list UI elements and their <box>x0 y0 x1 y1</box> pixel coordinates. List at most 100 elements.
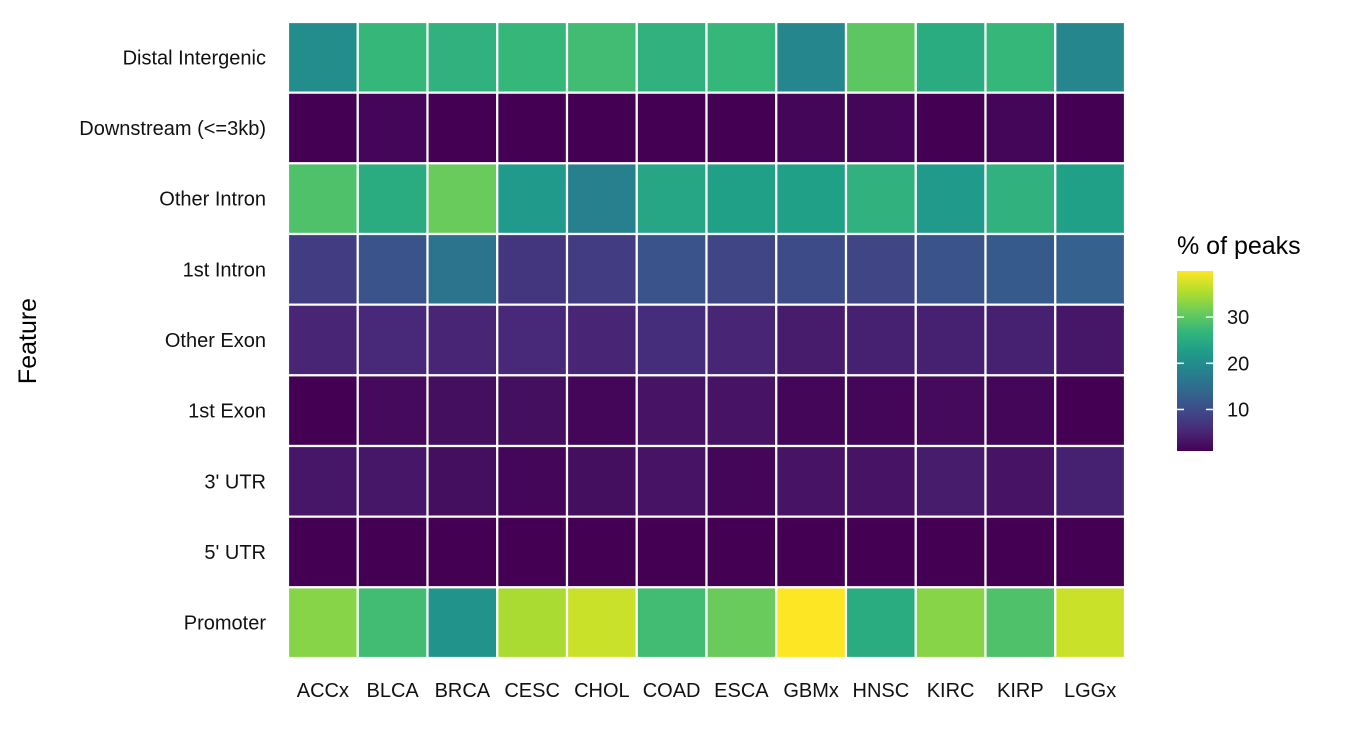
heatmap-cell <box>844 374 917 448</box>
heatmap-cell <box>426 20 499 94</box>
heatmap-cell <box>705 91 778 165</box>
x-tick-label: BRCA <box>435 680 491 702</box>
heatmap-cell <box>426 91 499 165</box>
heatmap-cell <box>984 374 1057 448</box>
heatmap-cell <box>635 444 708 518</box>
heatmap-cell <box>775 515 848 589</box>
legend-tick-label: 20 <box>1227 353 1249 375</box>
x-tick-label: COAD <box>643 680 701 702</box>
heatmap-cell <box>426 162 499 236</box>
y-tick-label: Downstream (<=3kb) <box>79 118 266 140</box>
y-axis-tick-labels: Distal Intergenic Downstream (<=3kb) Other… <box>79 47 266 634</box>
heatmap-cell <box>914 232 987 306</box>
heatmap-cell <box>426 303 499 377</box>
heatmap-cell <box>565 444 638 518</box>
heatmap-cell <box>496 303 569 377</box>
heatmap-cell <box>1054 586 1127 660</box>
heatmap-cell <box>844 162 917 236</box>
heatmap-cell <box>914 162 987 236</box>
heatmap-cell <box>356 374 429 448</box>
heatmap-cell <box>844 91 917 165</box>
x-tick-label: CHOL <box>574 680 630 702</box>
x-tick-label: BLCA <box>367 680 420 702</box>
heatmap-cell <box>705 303 778 377</box>
x-tick-label: GBMx <box>783 680 839 702</box>
y-tick-label: Promoter <box>184 613 267 635</box>
heatmap-cell <box>984 303 1057 377</box>
heatmap-cell <box>496 444 569 518</box>
heatmap-cell <box>426 444 499 518</box>
x-tick-label: HNSC <box>853 680 910 702</box>
heatmap-cell <box>356 232 429 306</box>
heatmap-cell <box>496 586 569 660</box>
heatmap-cell <box>426 515 499 589</box>
heatmap-cell <box>914 91 987 165</box>
heatmap-cell <box>635 162 708 236</box>
heatmap-cell <box>705 162 778 236</box>
heatmap-cell <box>356 515 429 589</box>
heatmap-cell <box>775 20 848 94</box>
heatmap-cell <box>565 91 638 165</box>
x-tick-label: LGGx <box>1064 680 1116 702</box>
heatmap-cell <box>914 303 987 377</box>
heatmap-cell <box>1054 303 1127 377</box>
heatmap-cell <box>635 374 708 448</box>
heatmap-cell <box>496 515 569 589</box>
x-tick-label: KIRP <box>997 680 1044 702</box>
heatmap-cell <box>984 515 1057 589</box>
legend-tick-label: 10 <box>1227 399 1249 421</box>
heatmap-cell <box>635 232 708 306</box>
heatmap-cell <box>635 586 708 660</box>
heatmap-cell <box>286 162 359 236</box>
heatmap-cell <box>496 232 569 306</box>
heatmap-cell <box>775 374 848 448</box>
heatmap-cell <box>705 232 778 306</box>
heatmap-cell <box>1054 515 1127 589</box>
heatmap-cell <box>844 303 917 377</box>
heatmap-cell <box>984 444 1057 518</box>
heatmap-cell <box>1054 444 1127 518</box>
heatmap-cell <box>844 444 917 518</box>
heatmap-cell <box>984 232 1057 306</box>
heatmap-cell <box>775 586 848 660</box>
heatmap-cell <box>775 232 848 306</box>
y-tick-label: 3' UTR <box>204 471 266 493</box>
heatmap-cell <box>286 303 359 377</box>
y-tick-label: Distal Intergenic <box>123 47 266 69</box>
color-legend: % of peaks 10 20 30 <box>1177 232 1301 451</box>
x-tick-label: KIRC <box>927 680 975 702</box>
heatmap-cell <box>775 303 848 377</box>
heatmap-cell <box>565 374 638 448</box>
heatmap-cell <box>426 374 499 448</box>
heatmap-cell <box>1054 232 1127 306</box>
heatmap-cell <box>1054 162 1127 236</box>
heatmap-cell <box>635 91 708 165</box>
heatmap-cell <box>914 444 987 518</box>
heatmap-cell <box>775 91 848 165</box>
heatmap-cells <box>286 20 1127 660</box>
heatmap-cell <box>705 374 778 448</box>
heatmap-cell <box>496 374 569 448</box>
heatmap-cell <box>705 20 778 94</box>
heatmap-cell <box>286 20 359 94</box>
heatmap-cell <box>565 515 638 589</box>
heatmap-cell <box>565 303 638 377</box>
y-tick-label: Other Exon <box>165 330 266 352</box>
heatmap-cell <box>496 91 569 165</box>
x-axis-tick-labels: ACCx BLCA BRCA CESC CHOL COAD ESCA GBMx HNSC KIRC… <box>297 680 1116 702</box>
x-tick-label: ESCA <box>714 680 769 702</box>
heatmap-cell <box>705 515 778 589</box>
heatmap-cell <box>984 586 1057 660</box>
heatmap-cell <box>844 232 917 306</box>
heatmap-cell <box>984 20 1057 94</box>
heatmap-cell <box>426 586 499 660</box>
y-tick-label: 5' UTR <box>204 542 266 564</box>
heatmap-cell <box>286 91 359 165</box>
heatmap-cell <box>565 20 638 94</box>
heatmap-cell <box>356 586 429 660</box>
heatmap-cell <box>565 232 638 306</box>
heatmap-cell <box>1054 374 1127 448</box>
heatmap-cell <box>914 586 987 660</box>
heatmap-cell <box>356 20 429 94</box>
